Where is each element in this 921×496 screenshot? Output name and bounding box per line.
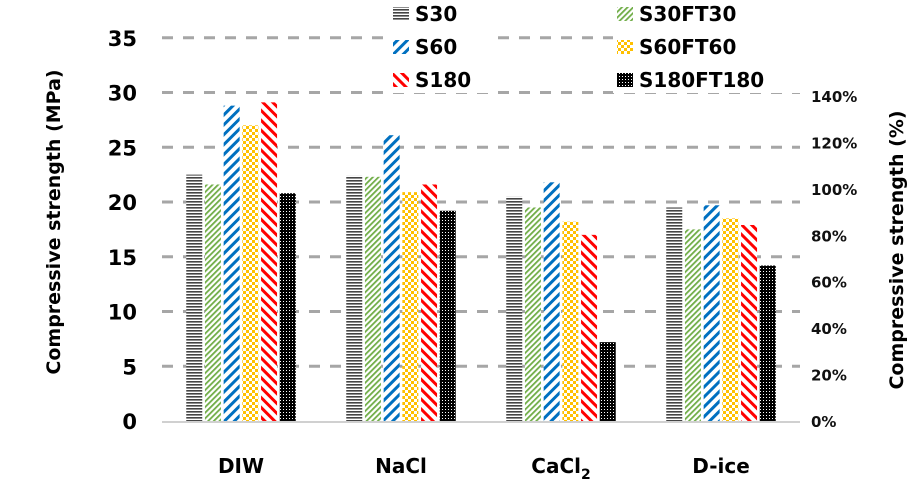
right-axis-title: Compressive strength (%)	[886, 110, 908, 389]
right-axis-ticks: 0% 20% 40% 60% 80% 100% 120% 140%	[811, 88, 857, 431]
left-tick-label: 20	[108, 191, 137, 215]
right-tick-label: 0%	[811, 413, 836, 431]
category-label: D-ice	[692, 454, 750, 478]
legend-swatch	[393, 7, 409, 21]
bar-s180ft180-nacl	[439, 210, 456, 421]
legend-swatch	[617, 40, 633, 54]
left-tick-label: 35	[108, 27, 137, 51]
bar-s30-nacl	[346, 175, 363, 421]
legend: S30 S30FT30 S60 S60FT60 S180 S180FT180	[389, 1, 803, 93]
left-tick-label: 30	[108, 82, 137, 106]
bars	[186, 102, 776, 421]
legend-label: S60FT60	[639, 35, 736, 59]
legend-label: S30	[415, 2, 457, 26]
category-label: NaCl	[375, 454, 427, 478]
legend-item-s30: S30	[389, 1, 489, 27]
right-tick-label: 120%	[811, 134, 857, 152]
bar-s60-nacl	[383, 135, 400, 421]
bar-s60ft60-cacl	[562, 221, 579, 421]
right-tick-label: 80%	[811, 227, 847, 245]
legend-item-s30ft30: S30FT30	[613, 1, 803, 27]
bar-s60-d-ice	[703, 205, 720, 421]
bar-s30ft30-cacl	[524, 207, 541, 421]
legend-swatch	[393, 40, 409, 54]
bar-s60ft60-d-ice	[722, 218, 739, 421]
legend-swatch	[617, 7, 633, 21]
bar-s180ft180-d-ice	[759, 265, 776, 421]
bar-s180-nacl	[421, 184, 438, 421]
legend-label: S60	[415, 35, 457, 59]
right-tick-label: 60%	[811, 274, 847, 292]
bar-s180ft180-diw	[279, 193, 296, 421]
legend-swatch	[393, 73, 409, 87]
bar-s30-d-ice	[666, 207, 683, 421]
bar-s180-cacl	[581, 234, 598, 421]
legend-label: S30FT30	[639, 2, 736, 26]
bar-s60ft60-nacl	[402, 192, 419, 421]
left-tick-label: 15	[108, 246, 137, 270]
bar-s30ft30-nacl	[364, 176, 381, 421]
legend-bg	[613, 1, 803, 27]
legend-label: S180	[415, 68, 471, 92]
bar-s180ft180-cacl	[599, 342, 616, 421]
left-axis-ticks: 0 5 10 15 20 25 30 35	[108, 27, 137, 434]
right-tick-label: 100%	[811, 181, 857, 199]
right-tick-label: 140%	[811, 88, 857, 106]
left-tick-label: 0	[122, 410, 137, 434]
legend-item-s60ft60: S60FT60	[613, 34, 803, 60]
legend-bg	[613, 67, 803, 93]
category-label: DIW	[218, 454, 264, 478]
left-tick-label: 5	[122, 355, 137, 379]
bar-s30-cacl	[506, 196, 523, 421]
legend-item-s60: S60	[389, 34, 489, 60]
left-tick-label: 10	[108, 301, 137, 325]
legend-item-s180ft180: S180FT180	[613, 67, 803, 93]
legend-bg	[613, 34, 803, 60]
category-labels: DIW NaCl CaCl2 D-ice	[218, 454, 750, 483]
legend-swatch	[617, 73, 633, 87]
bar-s30ft30-diw	[204, 184, 221, 421]
bar-s30-diw	[186, 174, 203, 421]
bar-s60-cacl	[543, 182, 560, 421]
right-tick-label: 20%	[811, 367, 847, 385]
bar-s30ft30-d-ice	[684, 229, 701, 421]
legend-label: S180FT180	[639, 68, 764, 92]
bar-s60-diw	[223, 105, 240, 421]
right-tick-label: 40%	[811, 320, 847, 338]
bar-s180-diw	[261, 102, 278, 421]
left-axis-title: Compressive strength (MPa)	[43, 69, 65, 374]
bar-s180-d-ice	[741, 224, 758, 421]
left-tick-label: 25	[108, 136, 137, 160]
bar-s60ft60-diw	[242, 125, 259, 421]
legend-item-s180: S180	[389, 67, 489, 93]
category-label: CaCl2	[531, 454, 590, 483]
